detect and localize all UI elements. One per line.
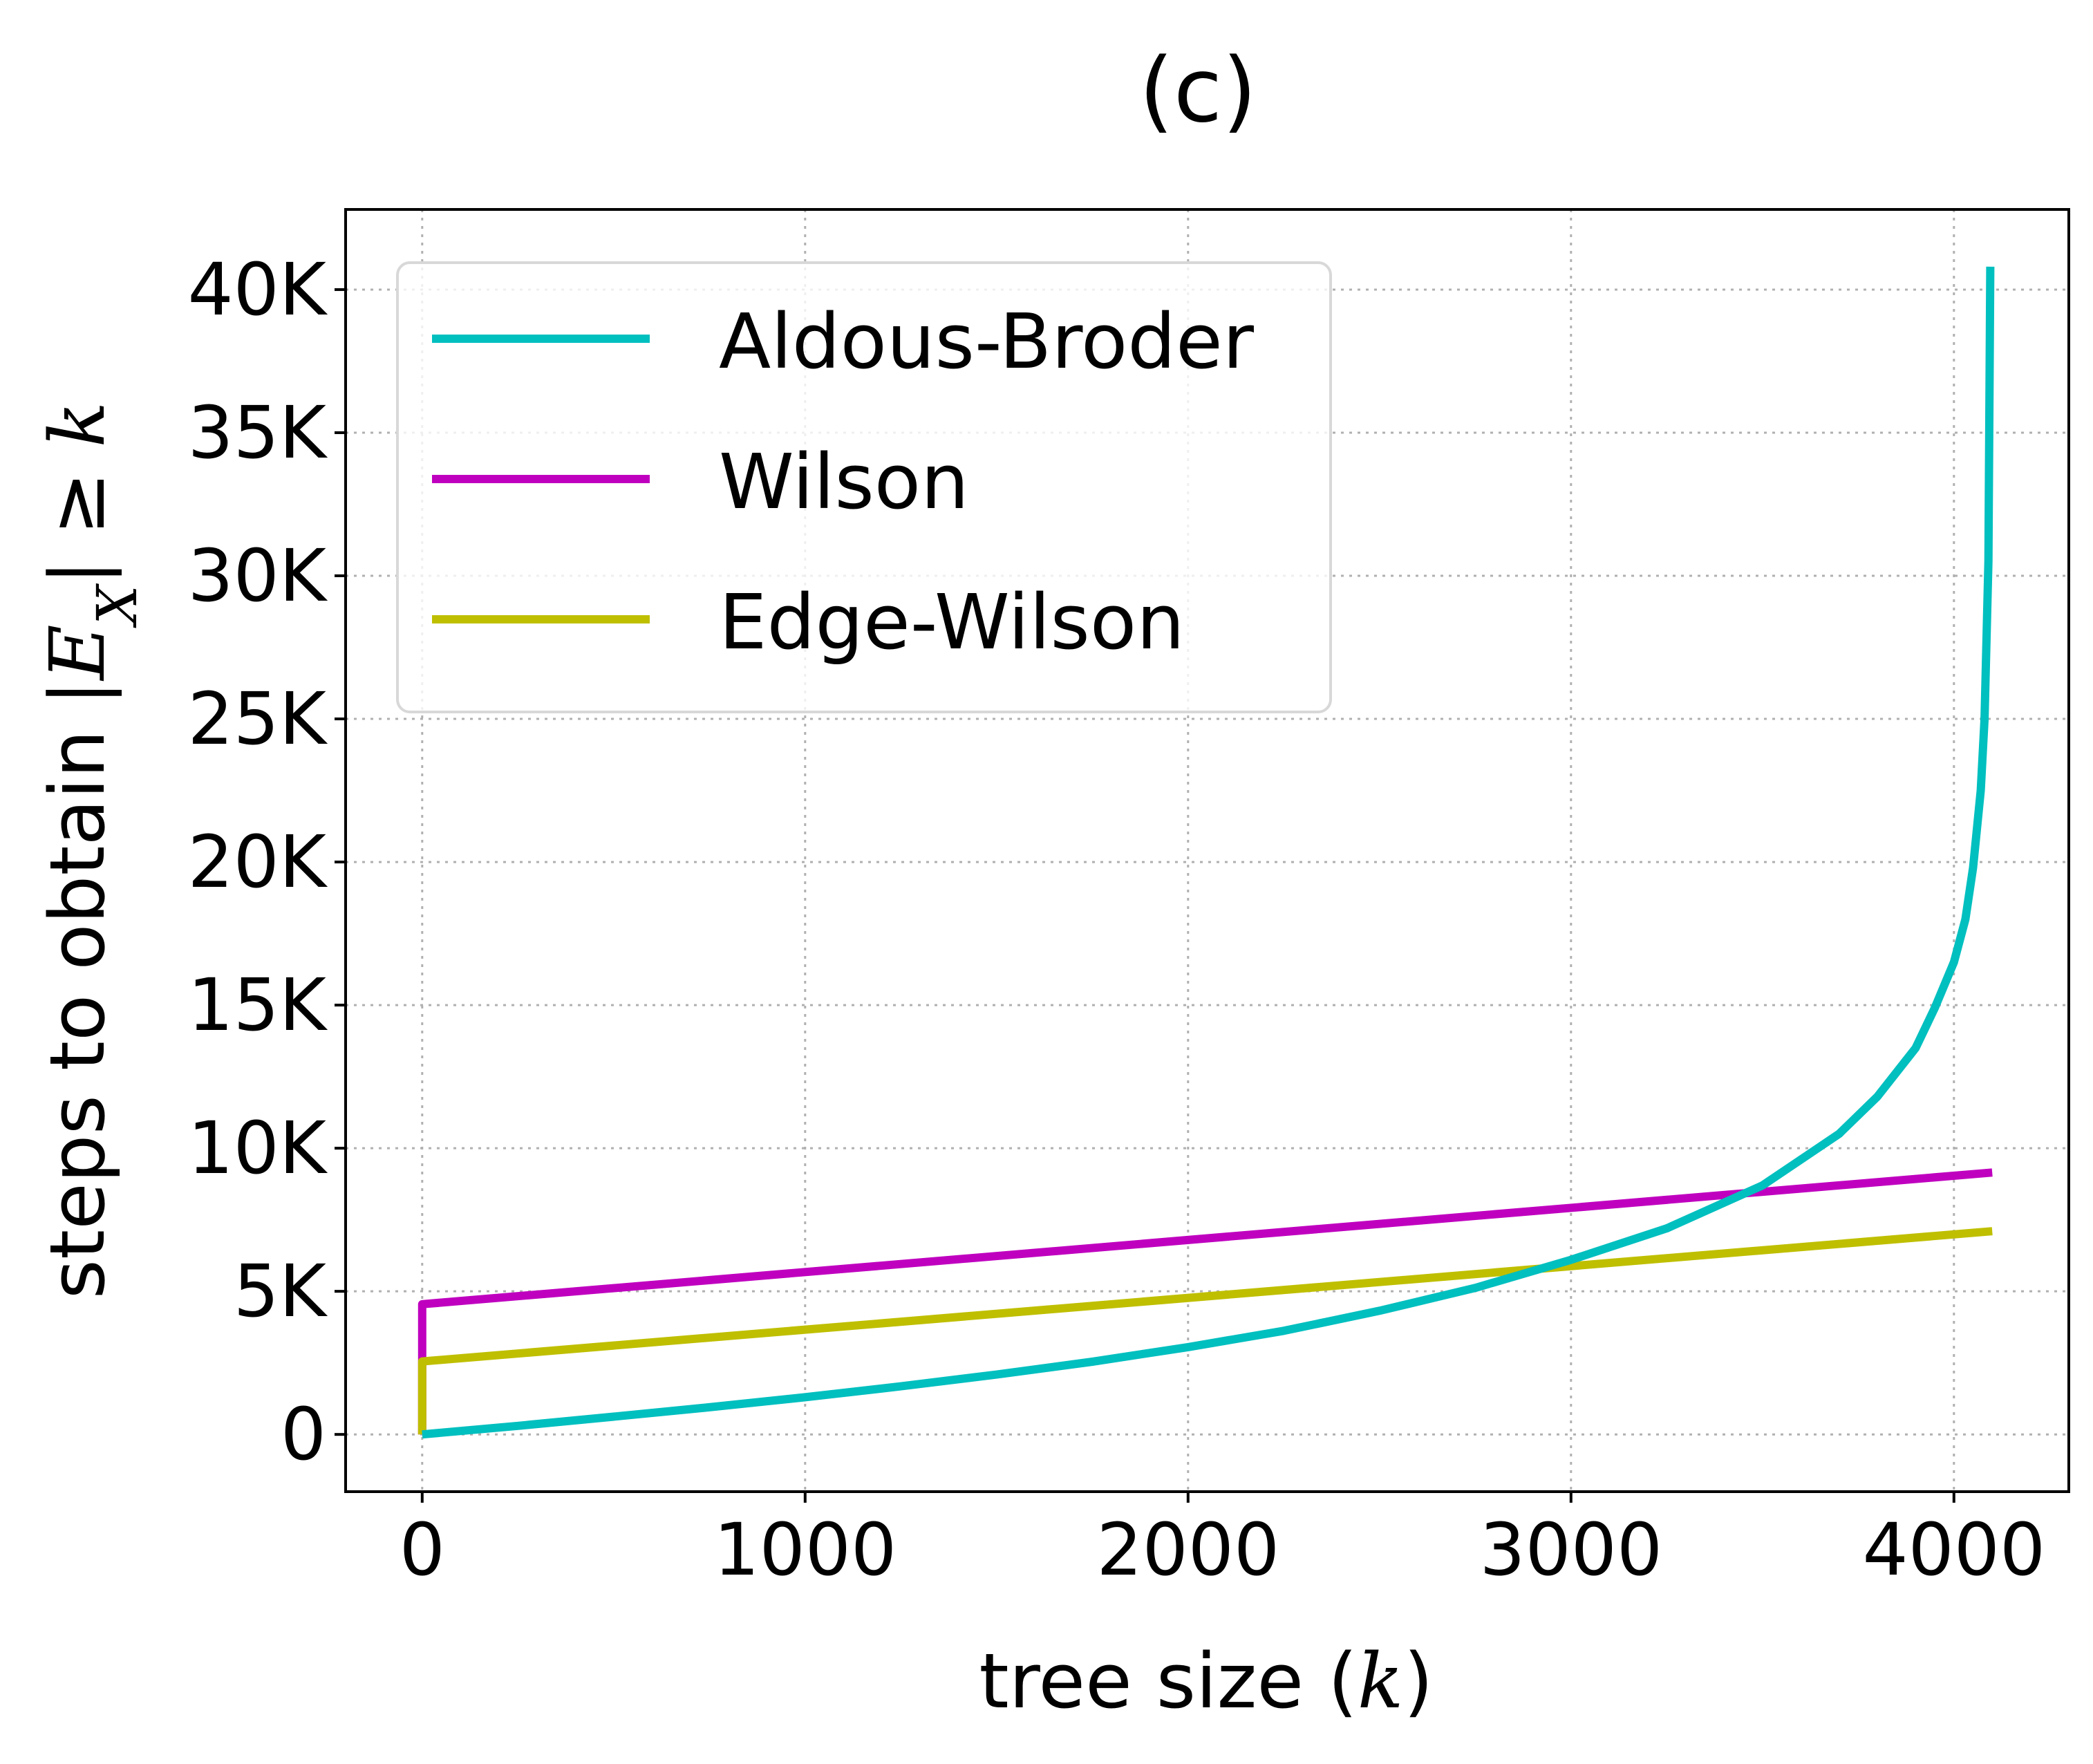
x-tick-label: 4000 xyxy=(1862,1508,2045,1592)
y-tick-label: 0 xyxy=(281,1392,326,1476)
y-tick-label: 25K xyxy=(187,677,328,761)
grid xyxy=(346,209,2069,1492)
y-axis-label-geq: ≥ xyxy=(33,447,122,559)
legend: Aldous-Broder Wilson Edge-Wilson xyxy=(396,261,1332,713)
ticks: 0 1000 2000 3000 4000 0 5K 10K 15K 20K 25K 30K 35K 40… xyxy=(187,247,2045,1592)
x-axis-label-symbol: k xyxy=(1358,1637,1404,1725)
y-tick-label: 15K xyxy=(187,963,328,1047)
series-line-wilson xyxy=(417,1168,1993,1435)
y-tick-label: 40K xyxy=(187,247,328,332)
legend-label-aldous-broder: Aldous-Broder xyxy=(719,297,1255,386)
chart-title: (c) xyxy=(1139,39,1257,142)
y-axis-label-symbol-e: E xyxy=(33,624,122,681)
y-axis-label-text: steps to obtain xyxy=(33,706,122,1299)
plot-frame xyxy=(344,208,2070,1493)
x-tick-label: 3000 xyxy=(1479,1508,1662,1592)
y-axis-label-bar-right: | xyxy=(33,559,122,585)
y-tick-label: 20K xyxy=(187,820,328,904)
x-axis-label-paren-close: ) xyxy=(1404,1637,1434,1725)
y-tick-label: 10K xyxy=(187,1106,328,1190)
y-axis-label-subscript: X xyxy=(85,583,149,628)
y-tick-label: 35K xyxy=(187,391,328,475)
x-axis-label: tree size (k) xyxy=(979,1637,1433,1725)
y-tick-label: 5K xyxy=(234,1249,328,1333)
legend-box xyxy=(396,261,1332,713)
y-tick-label: 30K xyxy=(187,534,328,618)
y-axis-label: steps to obtain |EX| ≥ k xyxy=(33,402,149,1299)
series-line-aldous-broder xyxy=(422,266,1995,1439)
y-axis-label-bar-left: | xyxy=(33,680,122,706)
legend-label-edge-wilson: Edge-Wilson xyxy=(719,578,1185,666)
legend-label-wilson: Wilson xyxy=(719,438,969,526)
x-tick-label: 2000 xyxy=(1096,1508,1279,1592)
series-line-edge-wilson xyxy=(417,1227,1993,1435)
x-tick-label: 1000 xyxy=(713,1508,897,1592)
series-layer xyxy=(417,266,1995,1439)
x-axis-label-paren-open: ( xyxy=(1328,1637,1358,1725)
y-axis-label-symbol-k: k xyxy=(33,402,122,448)
x-axis-label-text: tree size xyxy=(979,1637,1328,1725)
x-tick-label: 0 xyxy=(400,1508,445,1592)
